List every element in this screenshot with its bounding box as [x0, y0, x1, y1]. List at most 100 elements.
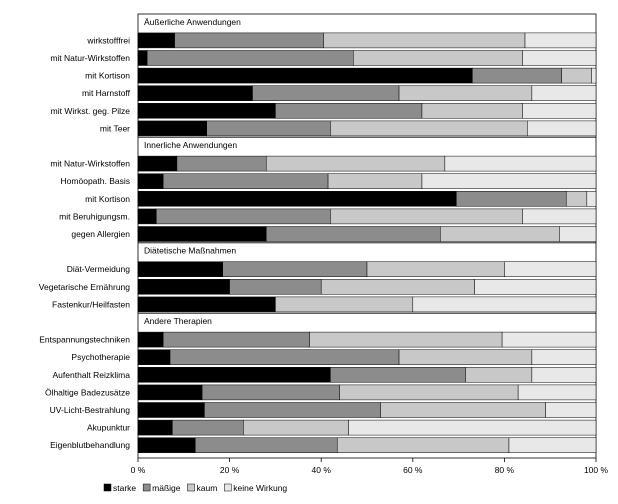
bar-segment-kaum [421, 103, 523, 119]
bar-segment-mäßige [456, 191, 567, 207]
bar-segment-keine-wirkung [508, 437, 597, 453]
bar-segment-starke [137, 50, 148, 66]
category-label: Entspannungstechniken [39, 335, 130, 345]
bar-segment-starke [137, 173, 164, 189]
bar-segment-starke [137, 402, 205, 418]
legend-swatch [187, 483, 195, 492]
category-label: mit Kortison [85, 71, 130, 81]
bar-segment-starke [137, 437, 196, 453]
bar-segment-kaum [309, 331, 503, 348]
bar-segment-kaum [380, 402, 546, 418]
category-label: Vegetarische Ernährung [39, 282, 130, 292]
bar-segment-mäßige [265, 226, 441, 242]
bar-segment-starke [137, 85, 253, 101]
bar-segment-kaum [265, 155, 446, 172]
category-label: Akupunktur [87, 423, 130, 433]
legend-label: starke [113, 483, 136, 493]
bar-segment-kaum [561, 67, 592, 84]
legend-label: mäßige [152, 483, 181, 493]
x-tick-label: 60 % [403, 465, 423, 475]
bar-segment-mäßige [169, 349, 400, 365]
category-label: wirkstofffrei [86, 35, 130, 45]
bar-segment-kaum [330, 120, 528, 137]
x-tick-label: 20 % [220, 465, 240, 475]
bar-segment-starke [137, 226, 267, 242]
category-label: Psychotherapie [71, 352, 130, 362]
bar-segment-mäßige [156, 208, 331, 225]
bar-segment-mäßige [229, 279, 322, 295]
group-title: Innerliche Anwendungen [144, 140, 237, 150]
bar-segment-keine-wirkung [444, 155, 597, 172]
bar-segment-keine-wirkung [545, 402, 597, 418]
group-title: Andere Therapien [144, 316, 212, 326]
bar-segment-keine-wirkung [531, 367, 597, 383]
category-label: Homöopath. Basis [61, 176, 130, 186]
bar-segment-keine-wirkung [586, 191, 597, 207]
bar-segment-kaum [465, 367, 533, 383]
bar-segment-keine-wirkung [412, 296, 597, 313]
bar-segment-keine-wirkung [531, 349, 597, 365]
bar-segment-starke [137, 367, 331, 383]
bar-segment-kaum [398, 85, 533, 101]
bar-segment-kaum [398, 349, 533, 365]
bar-segment-starke [137, 103, 276, 119]
bar-segment-kaum [275, 296, 414, 313]
bar-segment-mäßige [472, 67, 562, 84]
bar-segment-keine-wirkung [527, 120, 597, 137]
bar-segment-kaum [339, 384, 519, 401]
legend-swatch [103, 483, 112, 492]
category-label: mit Natur-Wirkstoffen [50, 159, 130, 169]
category-label: Fastenkur/Heilfasten [52, 299, 130, 309]
bar-segment-kaum [440, 226, 560, 242]
bar-segment-mäßige [222, 261, 368, 277]
bar-segment-keine-wirkung [522, 208, 597, 225]
category-label: mit Kortison [85, 194, 130, 204]
bar-segment-keine-wirkung [517, 384, 597, 401]
bar-segment-mäßige [206, 120, 331, 137]
bar-segment-keine-wirkung [522, 50, 597, 66]
bar-segment-starke [137, 419, 173, 436]
bar-segment-starke [137, 208, 157, 225]
x-tick-label: 0 % [131, 465, 146, 475]
bar-segment-kaum [336, 437, 510, 453]
bar-segment-kaum [320, 279, 475, 295]
bar-segment-kaum [243, 419, 349, 436]
category-label: gegen Allergien [71, 229, 130, 239]
bar-segment-mäßige [275, 103, 423, 119]
bar-segment-starke [137, 191, 457, 207]
bar-segment-mäßige [146, 50, 354, 66]
bar-segment-mäßige [195, 437, 338, 453]
bar-segment-keine-wirkung [421, 173, 597, 189]
bar-segment-starke [137, 279, 230, 295]
category-label: Diät-Vermeidung [67, 264, 131, 274]
bar-segment-keine-wirkung [591, 67, 597, 84]
bar-segment-starke [137, 296, 276, 313]
bar-segment-keine-wirkung [474, 279, 597, 295]
bar-segment-kaum [353, 50, 523, 66]
category-label: Ölhaltige Badezusätze [45, 387, 130, 397]
bar-segment-starke [137, 349, 171, 365]
category-label: mit Teer [100, 123, 130, 133]
bar-segment-keine-wirkung [348, 419, 597, 436]
bar-segment-kaum [323, 32, 526, 49]
bar-segment-mäßige [162, 331, 310, 348]
bar-segment-starke [137, 261, 223, 277]
category-label: mit Harnstoff [82, 88, 131, 98]
bar-segment-keine-wirkung [501, 331, 597, 348]
bar-segment-keine-wirkung [559, 226, 597, 242]
bar-segment-mäßige [176, 155, 267, 172]
bar-segment-starke [137, 67, 473, 84]
bar-segment-keine-wirkung [504, 261, 597, 277]
bar-segment-mäßige [162, 173, 329, 189]
bar-segment-starke [137, 120, 207, 137]
category-label: mit Natur-Wirkstoffen [50, 53, 130, 63]
bar-segment-starke [137, 155, 178, 172]
category-label: Aufenthalt Reizklima [53, 370, 131, 380]
legend-swatch [142, 483, 151, 492]
x-tick-label: 40 % [312, 465, 332, 475]
x-tick-label: 100 % [584, 465, 609, 475]
bar-segment-keine-wirkung [522, 103, 597, 119]
bar-segment-kaum [565, 191, 588, 207]
category-label: mit Wirkst. geg. Pilze [51, 106, 131, 116]
